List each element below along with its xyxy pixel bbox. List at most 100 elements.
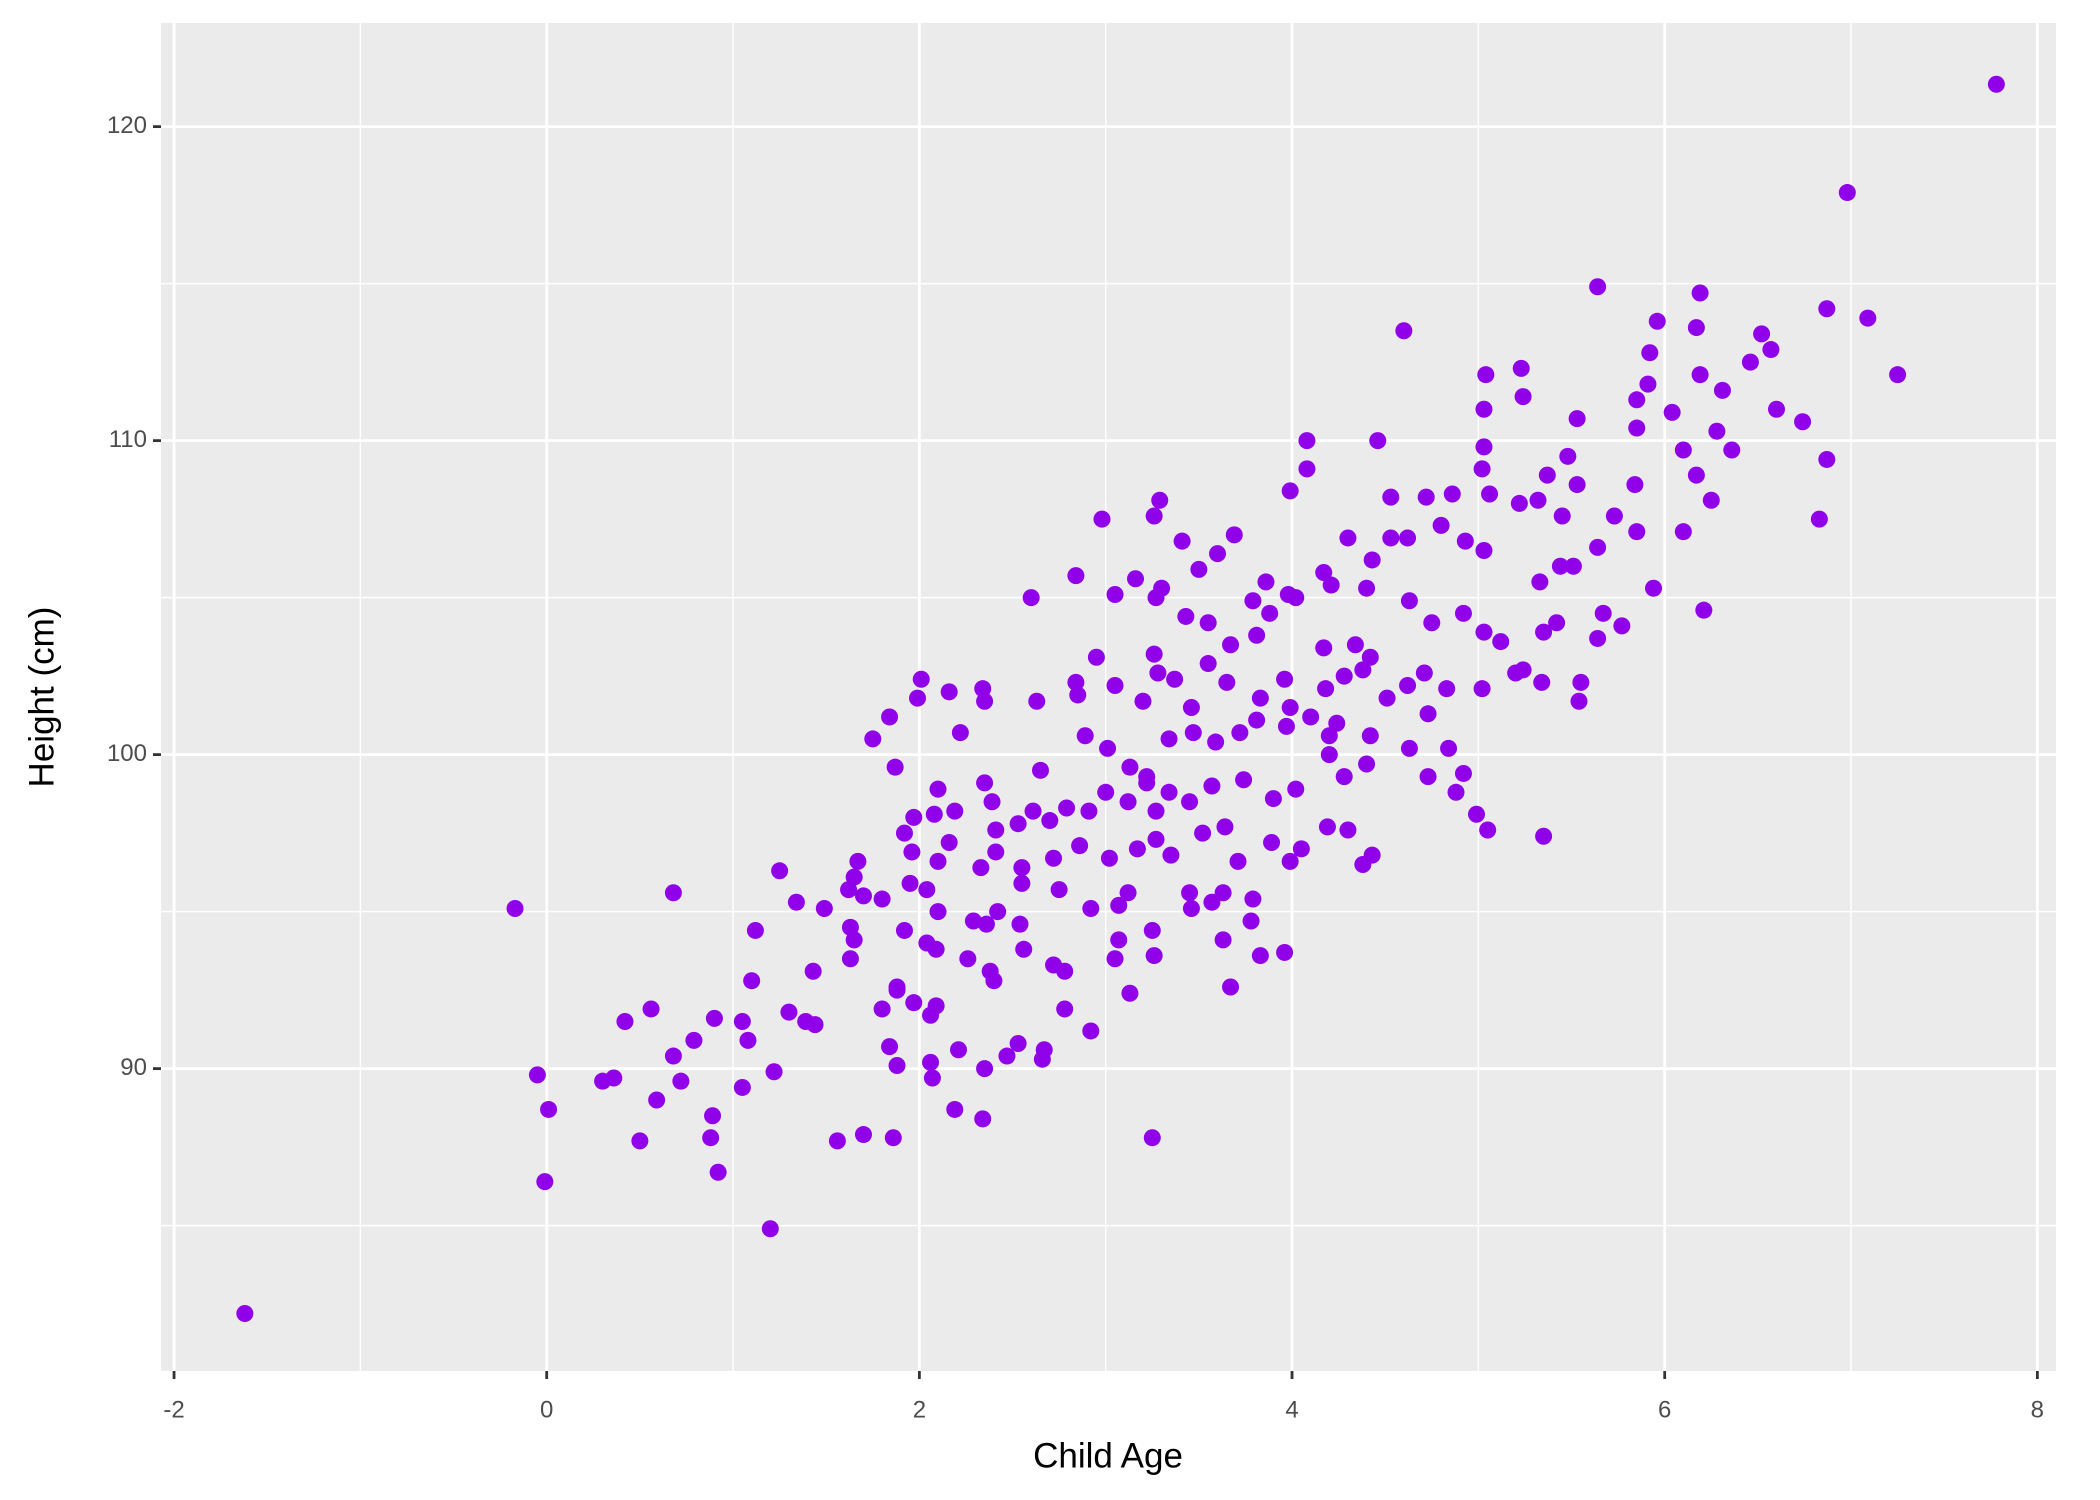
point (950, 1041, 968, 1059)
point (1382, 529, 1400, 547)
point (1335, 667, 1353, 685)
point (946, 802, 964, 820)
x-tick-label: 0 (540, 1396, 553, 1423)
point (964, 912, 982, 930)
point (976, 1060, 994, 1078)
point (540, 1100, 558, 1118)
point (1222, 978, 1240, 996)
point (1399, 677, 1417, 695)
point (1127, 570, 1145, 588)
point (929, 780, 947, 798)
point (909, 689, 927, 707)
point (1475, 438, 1493, 456)
point (1339, 529, 1357, 547)
point (1097, 783, 1115, 801)
point (1605, 507, 1623, 525)
point (983, 793, 1001, 811)
point (1194, 824, 1212, 842)
point (780, 1003, 798, 1021)
x-tick-label: 8 (2031, 1396, 2044, 1423)
point (1691, 366, 1709, 384)
point (1645, 579, 1663, 597)
point (1128, 840, 1146, 858)
point (1510, 494, 1528, 512)
point (733, 1078, 751, 1096)
point (989, 903, 1007, 921)
point (1151, 491, 1169, 509)
point (1050, 881, 1068, 899)
point (1033, 1050, 1051, 1068)
point (849, 852, 867, 870)
point (912, 670, 930, 688)
point (1013, 874, 1031, 892)
point (1147, 830, 1165, 848)
point (1613, 617, 1631, 635)
point (1069, 686, 1087, 704)
point (927, 940, 945, 958)
point (1276, 670, 1294, 688)
point (974, 680, 992, 698)
point (1263, 834, 1281, 852)
point (1190, 560, 1208, 578)
point (1889, 366, 1907, 384)
point (1214, 931, 1232, 949)
point (1257, 573, 1275, 591)
point (922, 1053, 940, 1071)
point (1145, 645, 1163, 663)
point (1251, 947, 1269, 965)
point (1184, 724, 1202, 742)
point (1346, 636, 1364, 654)
point (642, 1000, 660, 1018)
point (1639, 375, 1657, 393)
point (1067, 567, 1085, 585)
point (940, 834, 958, 852)
point (1058, 799, 1076, 817)
point (1231, 724, 1249, 742)
point (1762, 341, 1780, 359)
point (1013, 859, 1031, 877)
y-tick-label: 90 (120, 1054, 147, 1081)
point (1203, 777, 1221, 795)
point (1080, 802, 1098, 820)
point (1507, 664, 1525, 682)
point (1553, 507, 1571, 525)
point (1339, 821, 1357, 839)
point (664, 1047, 682, 1065)
point (1318, 818, 1336, 836)
point (901, 874, 919, 892)
point (733, 1013, 751, 1031)
point (804, 962, 822, 980)
point (905, 808, 923, 826)
point (1419, 705, 1437, 723)
point (1687, 466, 1705, 484)
x-tick-label: 6 (1658, 1396, 1671, 1423)
point (888, 981, 906, 999)
point (739, 1031, 757, 1049)
point (895, 921, 913, 939)
point (1082, 899, 1100, 917)
point (1674, 523, 1692, 541)
point (1320, 746, 1338, 764)
point (1529, 491, 1547, 509)
point (987, 843, 1005, 861)
point (1281, 852, 1299, 870)
point (1203, 893, 1221, 911)
point (815, 899, 833, 917)
point (977, 915, 995, 933)
point (1695, 601, 1713, 619)
point (974, 1110, 992, 1128)
point (1143, 1129, 1161, 1147)
point (1082, 1022, 1100, 1040)
point (998, 1047, 1016, 1065)
point (1400, 739, 1418, 757)
point (1281, 699, 1299, 717)
point (1551, 557, 1569, 575)
point (905, 994, 923, 1012)
point (1093, 510, 1111, 528)
point (1218, 673, 1236, 691)
point (840, 881, 858, 899)
point (922, 1006, 940, 1024)
point (1859, 309, 1877, 327)
point (1473, 680, 1491, 698)
